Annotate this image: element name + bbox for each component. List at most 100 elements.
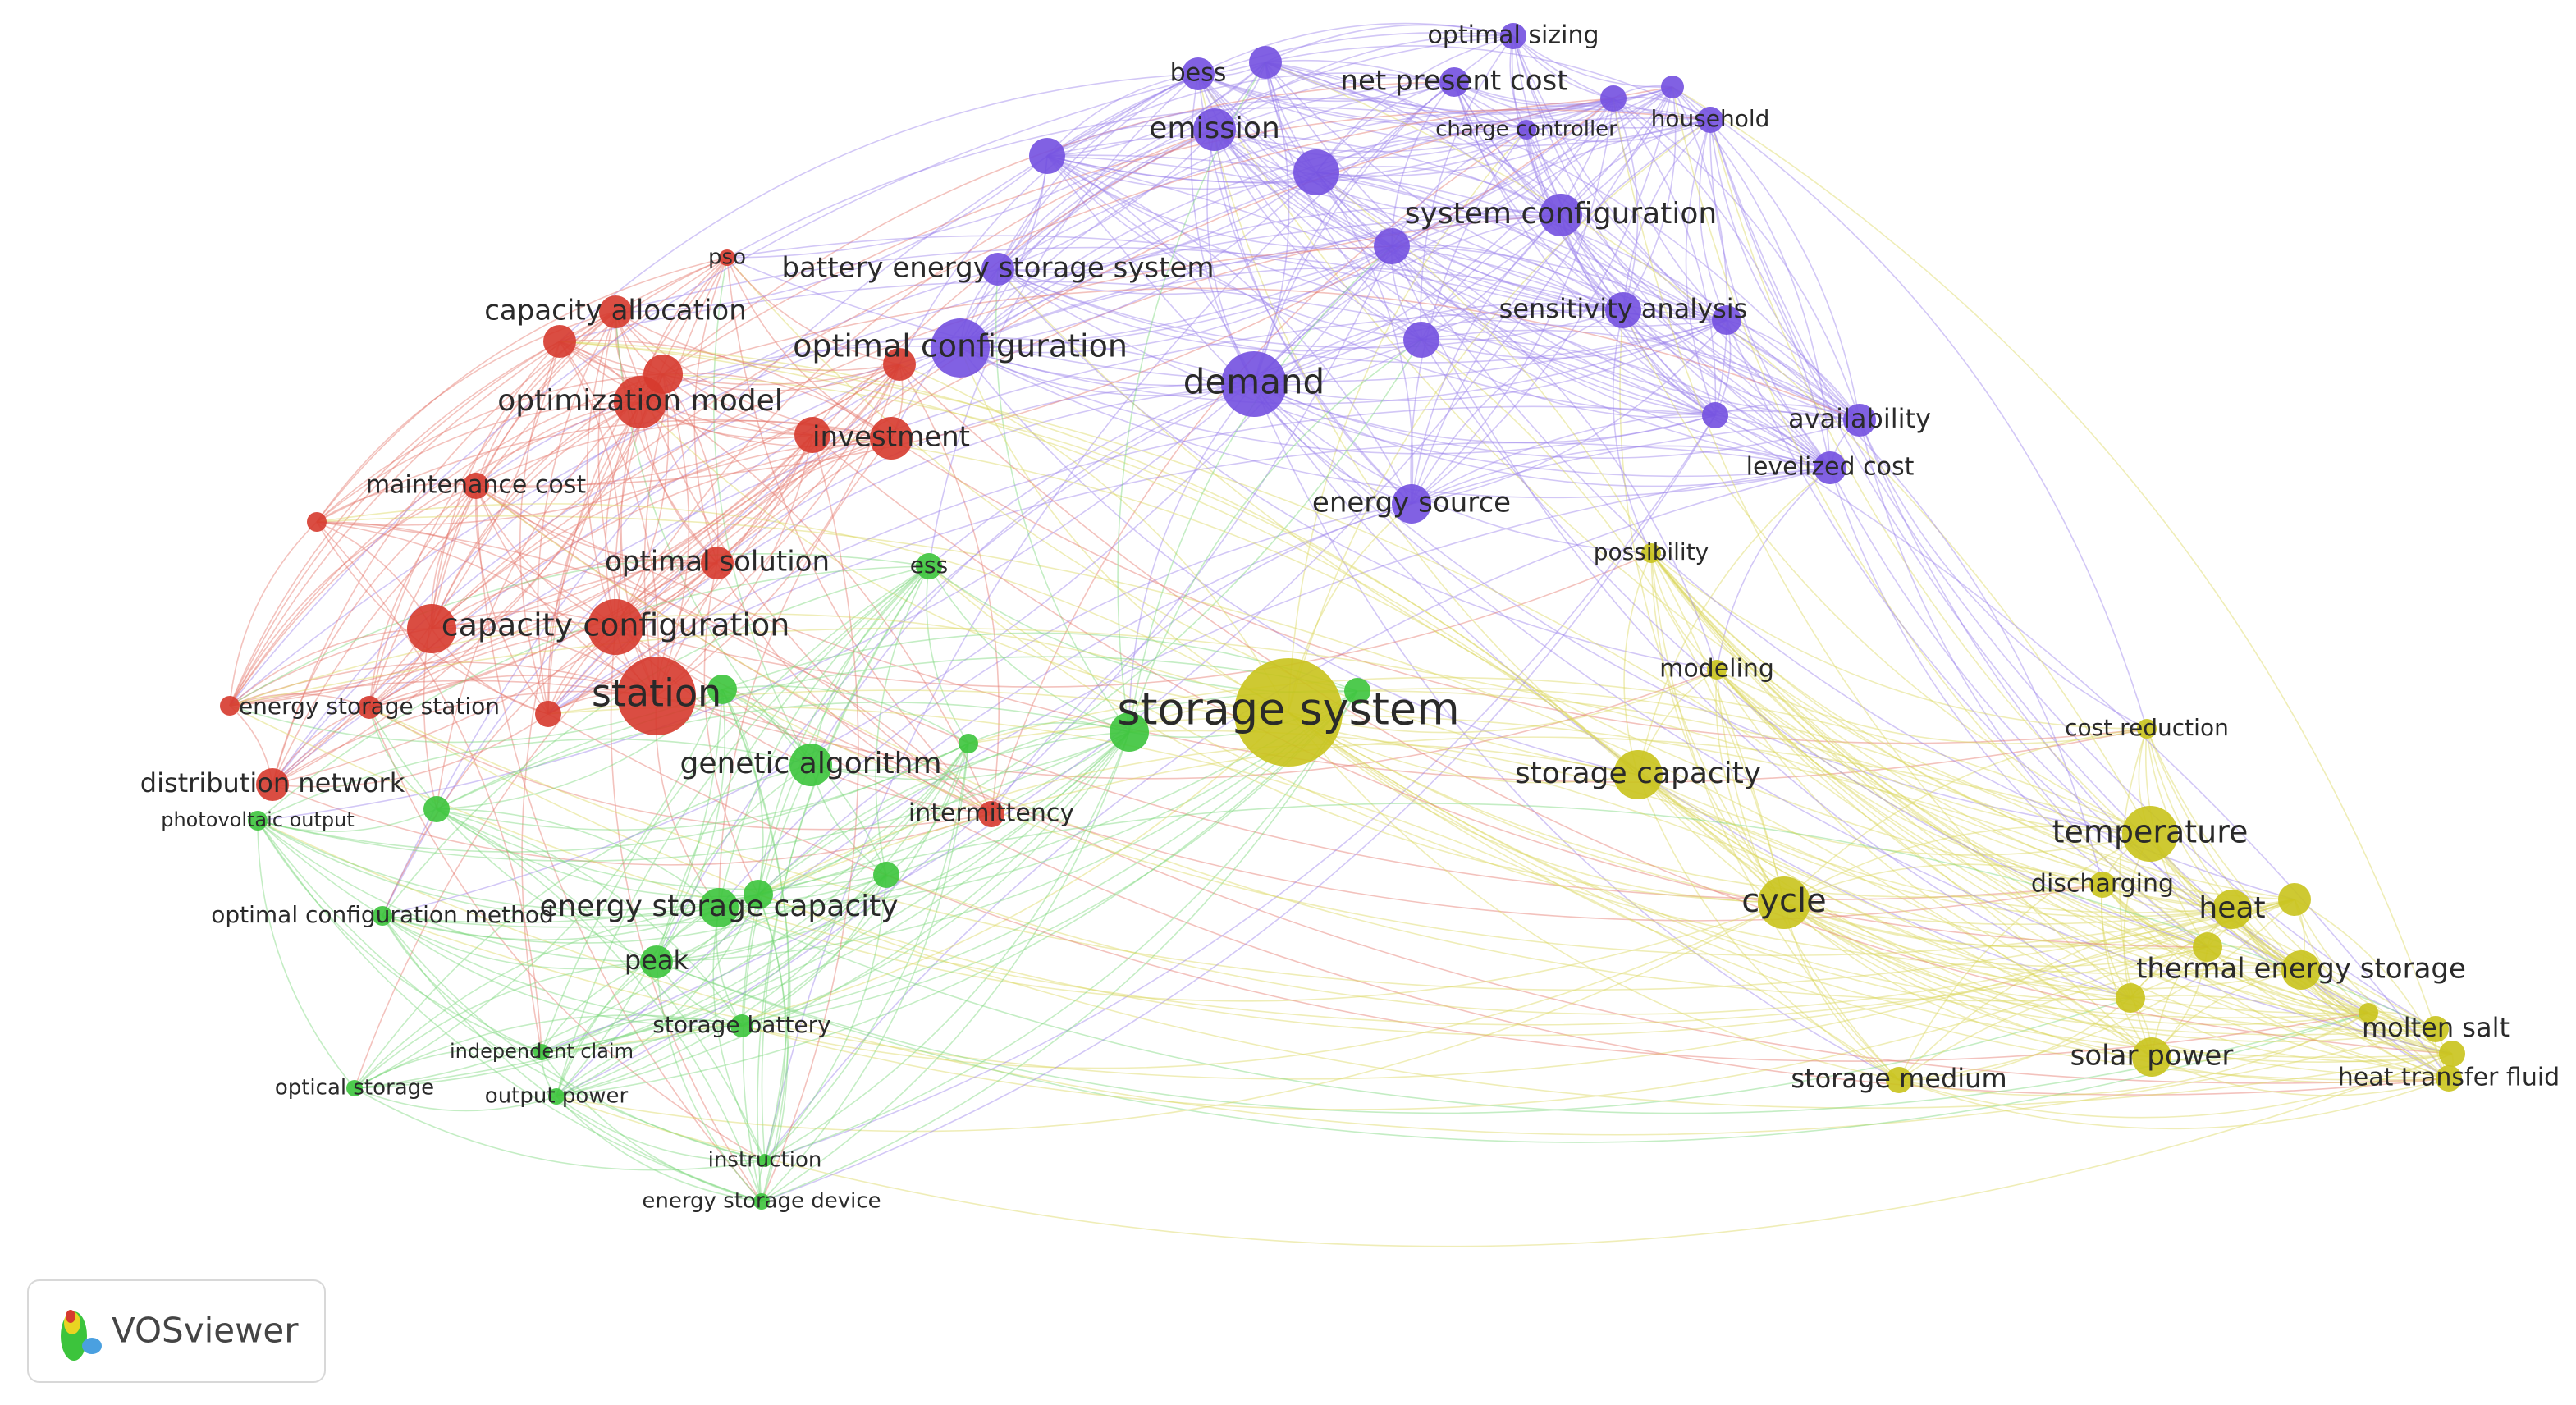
- edge: [1410, 129, 1527, 505]
- edge: [229, 434, 813, 707]
- edge: [2231, 908, 2453, 1055]
- edge: [615, 364, 900, 628]
- edge: [316, 521, 657, 697]
- edge: [703, 562, 759, 895]
- edge: [726, 257, 892, 439]
- edge: [1453, 81, 1711, 129]
- edge: [541, 894, 759, 1053]
- edge: [436, 808, 766, 1161]
- edge: [1214, 34, 1514, 130]
- edge: [368, 707, 437, 810]
- edge: [316, 521, 992, 815]
- edge: [716, 382, 1255, 564]
- edge: [559, 341, 622, 628]
- edge: [1672, 86, 2436, 1030]
- edge: [2102, 884, 2436, 1030]
- logo-icon: [61, 1310, 102, 1361]
- node-label: system configuration: [1405, 197, 1717, 231]
- node-label: availability: [1788, 403, 1931, 434]
- edge: [556, 961, 657, 1097]
- node-label: peak: [625, 945, 689, 976]
- edge: [757, 731, 1130, 895]
- edge: [354, 894, 759, 1089]
- edge: [541, 743, 969, 1053]
- edge: [1315, 105, 1711, 173]
- edge: [1357, 687, 2302, 971]
- edge: [764, 690, 1358, 1161]
- edge: [1672, 86, 2148, 730]
- edge: [1650, 552, 1785, 904]
- edge: [368, 485, 477, 708]
- node-label: levelized cost: [1746, 453, 1915, 482]
- edge: [368, 707, 2453, 1109]
- edge: [2146, 728, 2453, 1055]
- edge: [1288, 129, 1527, 713]
- edge: [1715, 669, 1785, 904]
- edge: [1214, 129, 1727, 321]
- edge: [810, 383, 1255, 766]
- edge: [1637, 774, 2151, 856]
- node: [730, 1014, 753, 1037]
- edge: [1214, 129, 1422, 341]
- edge: [1315, 86, 1673, 177]
- edge: [1197, 22, 1514, 75]
- edge: [764, 874, 887, 1161]
- edge: [1128, 245, 1393, 733]
- node: [1234, 658, 1343, 767]
- edge: [368, 707, 992, 831]
- edge: [997, 268, 1727, 364]
- edge: [1046, 72, 1455, 157]
- edge: [615, 626, 2450, 1096]
- edge: [656, 731, 1130, 963]
- node: [220, 696, 240, 716]
- node: [2122, 806, 2178, 862]
- node-label: heat: [2199, 891, 2265, 925]
- edge: [474, 485, 549, 715]
- node: [2278, 883, 2311, 916]
- edge: [718, 503, 1412, 908]
- edge: [1623, 552, 1652, 776]
- edge: [1253, 383, 1652, 554]
- edge: [1046, 62, 1266, 157]
- node: [1707, 660, 1727, 680]
- node-label: discharging: [2031, 870, 2174, 899]
- edge: [997, 268, 1831, 478]
- edge: [368, 707, 657, 963]
- edge: [431, 311, 616, 629]
- edge: [541, 731, 1130, 1053]
- node: [2439, 1041, 2465, 1067]
- edge: [1650, 552, 2369, 1014]
- edge: [1612, 309, 1652, 554]
- edge: [1253, 383, 1860, 460]
- edge: [1421, 98, 1614, 341]
- edge: [1288, 669, 1718, 734]
- edge: [431, 559, 718, 629]
- edge: [1672, 86, 2208, 948]
- edge: [556, 907, 720, 1097]
- edge: [615, 311, 718, 564]
- edge: [1421, 339, 1716, 419]
- edge: [761, 690, 1358, 1202]
- edge: [1214, 129, 1393, 247]
- edge: [354, 874, 887, 1089]
- edge: [899, 364, 1000, 815]
- edge: [1613, 98, 1860, 421]
- node: [463, 473, 489, 499]
- edge: [1214, 129, 1831, 469]
- edge: [812, 434, 1785, 904]
- edge: [726, 257, 1639, 776]
- edge: [257, 808, 437, 832]
- edge: [1421, 319, 1727, 359]
- edge: [257, 743, 969, 853]
- edge: [761, 565, 930, 1161]
- node: [789, 744, 832, 786]
- edge: [812, 434, 2208, 948]
- edge: [1197, 73, 1455, 103]
- edge: [2207, 946, 2453, 1055]
- edge: [1265, 62, 1624, 311]
- edge: [1898, 1078, 2450, 1130]
- node: [1843, 404, 1876, 437]
- edge: [1411, 214, 1562, 505]
- edge: [1265, 24, 1514, 63]
- labels: optimal sizing bess net present cost emissi…: [140, 21, 2560, 1214]
